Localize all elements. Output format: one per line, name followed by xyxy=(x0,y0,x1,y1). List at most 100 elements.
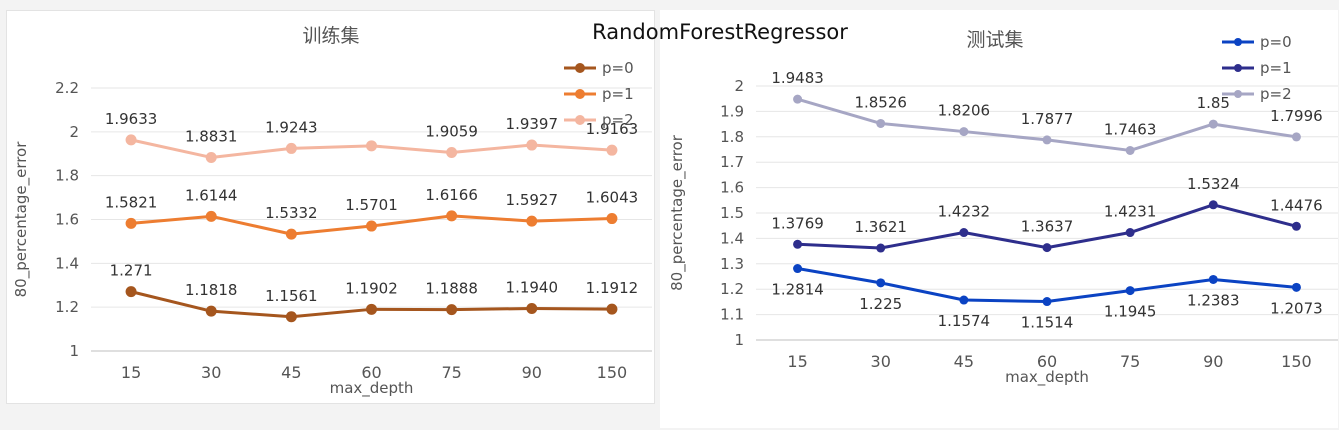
data-point xyxy=(366,220,377,232)
data-label: 1.1574 xyxy=(938,312,991,330)
y-tick-label: 2.2 xyxy=(55,79,79,97)
data-point xyxy=(125,217,137,229)
data-label: 1.9397 xyxy=(506,115,559,133)
x-tick-label: 90 xyxy=(1203,352,1223,371)
data-label: 1.3769 xyxy=(771,214,824,232)
data-label: 1.1945 xyxy=(1104,303,1157,321)
x-tick-label: 150 xyxy=(597,363,628,382)
data-point xyxy=(959,295,969,305)
y-tick-label: 1.8 xyxy=(720,128,744,146)
data-label: 1.1888 xyxy=(425,280,478,298)
y-tick-label: 1.8 xyxy=(55,167,79,185)
legend-marker xyxy=(575,115,585,125)
legend-label: p=0 xyxy=(602,59,634,77)
legend-label: p=2 xyxy=(1260,85,1292,103)
data-label: 1.4476 xyxy=(1270,196,1323,214)
data-label: 1.5701 xyxy=(345,196,398,214)
data-label: 1.6043 xyxy=(586,189,639,207)
y-tick-label: 1.3 xyxy=(720,255,744,273)
data-label: 1.2073 xyxy=(1270,299,1323,317)
data-point xyxy=(1125,286,1135,296)
data-point xyxy=(285,311,297,323)
data-label: 1.9059 xyxy=(425,122,478,140)
y-tick-label: 1.2 xyxy=(720,280,744,298)
data-label: 1.85 xyxy=(1197,94,1230,112)
data-point xyxy=(366,303,377,315)
data-label: 1.9483 xyxy=(771,69,824,87)
data-point xyxy=(1208,274,1218,284)
x-tick-label: 75 xyxy=(441,363,461,382)
data-label: 1.3637 xyxy=(1021,218,1074,236)
data-label: 1.5332 xyxy=(265,204,318,222)
data-label: 1.2814 xyxy=(771,281,824,299)
y-tick-label: 2 xyxy=(69,123,79,141)
data-point xyxy=(205,305,217,317)
data-label: 1.7996 xyxy=(1270,107,1323,125)
data-point xyxy=(606,144,618,156)
data-label: 1.6144 xyxy=(185,186,238,204)
data-label: 1.5324 xyxy=(1187,175,1240,193)
data-label: 1.5821 xyxy=(105,193,158,211)
train-chart: 1 1.2 1.4 1.6 1.8 2 2.2 15 30 45 60 75 90 150 max_dept… xyxy=(12,25,652,398)
data-point xyxy=(876,278,886,288)
y-tick-label: 1.6 xyxy=(55,211,79,229)
data-label: 1.225 xyxy=(859,295,902,313)
data-label: 1.9243 xyxy=(265,118,318,136)
x-tick-label: 90 xyxy=(522,363,542,382)
data-point xyxy=(125,134,137,146)
data-label: 1.2383 xyxy=(1187,291,1240,309)
data-point xyxy=(1042,243,1052,253)
data-point xyxy=(1042,297,1052,307)
data-label: 1.7877 xyxy=(1021,110,1074,128)
data-point xyxy=(606,303,618,315)
data-label: 1.8526 xyxy=(854,93,907,111)
y-tick-label: 1.7 xyxy=(720,153,744,171)
y-tick-label: 1 xyxy=(69,342,79,360)
y-tick-label: 2 xyxy=(734,77,744,95)
y-tick-label: 1.2 xyxy=(55,298,79,316)
data-point xyxy=(205,210,217,222)
x-axis-title: max_depth xyxy=(330,379,414,398)
figure-suptitle: RandomForestRegressor xyxy=(592,20,848,44)
data-point xyxy=(959,127,969,137)
data-label: 1.1514 xyxy=(1021,314,1074,332)
y-tick-label: 1.4 xyxy=(720,229,744,247)
chart-title: 训练集 xyxy=(302,25,359,47)
data-point xyxy=(205,151,217,163)
x-tick-label: 60 xyxy=(1037,352,1057,371)
test-chart-panel: 1 1.1 1.2 1.3 1.4 1.5 1.6 1.7 1.8 1.9 2 15 30 45 60 75 9… xyxy=(660,10,1338,428)
y-tick-label: 1.5 xyxy=(720,204,744,222)
x-tick-label: 60 xyxy=(361,363,381,382)
data-point xyxy=(1208,200,1218,210)
data-point xyxy=(793,94,803,104)
data-point xyxy=(1042,135,1052,145)
y-tick-label: 1.6 xyxy=(720,179,744,197)
data-label: 1.8831 xyxy=(185,127,238,145)
legend-marker xyxy=(575,63,585,73)
data-label: 1.8206 xyxy=(938,102,991,120)
legend-marker xyxy=(1234,64,1242,72)
data-point xyxy=(606,213,618,225)
y-tick-label: 1 xyxy=(734,331,744,349)
data-point xyxy=(446,304,458,316)
legend-marker xyxy=(1234,38,1242,46)
x-tick-label: 15 xyxy=(787,352,807,371)
y-tick-label: 1.1 xyxy=(720,306,744,324)
y-axis-title: 80_percentage_error xyxy=(12,141,31,298)
legend-label: p=0 xyxy=(1260,33,1292,51)
data-point xyxy=(1291,221,1301,231)
y-tick-label: 1.4 xyxy=(55,254,79,272)
data-point xyxy=(526,215,538,227)
data-point xyxy=(446,210,458,222)
data-point xyxy=(526,302,538,314)
data-point xyxy=(1125,145,1135,155)
y-axis-title: 80_percentage_error xyxy=(668,134,687,291)
legend-label: p=1 xyxy=(602,85,634,103)
data-point xyxy=(1208,119,1218,129)
data-label: 1.271 xyxy=(110,262,153,280)
data-label: 1.9633 xyxy=(105,110,158,128)
x-tick-label: 75 xyxy=(1120,352,1140,371)
data-label: 1.1902 xyxy=(345,279,398,297)
data-point xyxy=(366,140,377,152)
